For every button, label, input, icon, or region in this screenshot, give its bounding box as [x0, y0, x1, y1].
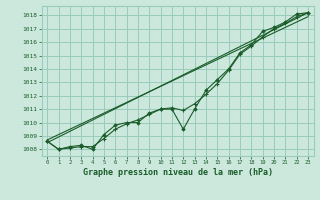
X-axis label: Graphe pression niveau de la mer (hPa): Graphe pression niveau de la mer (hPa) — [83, 168, 273, 177]
